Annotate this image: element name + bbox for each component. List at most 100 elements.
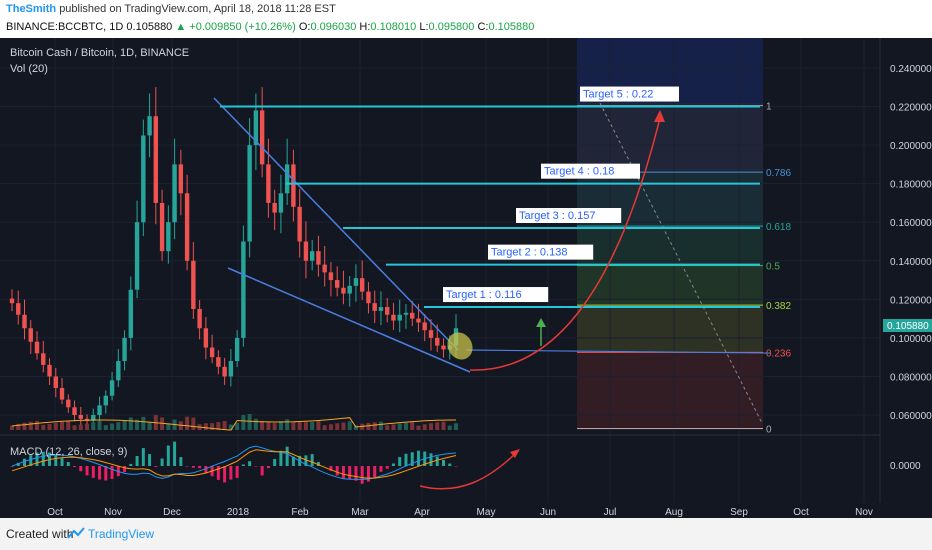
target-label-bg bbox=[488, 244, 594, 260]
macd-bar bbox=[29, 455, 33, 466]
macd-bar bbox=[341, 466, 345, 479]
candle-body bbox=[391, 314, 396, 321]
volume-bar bbox=[447, 425, 452, 430]
y-tick-label: 0.120000 bbox=[890, 295, 932, 306]
candle-body bbox=[291, 164, 296, 207]
macd-bar bbox=[79, 466, 83, 472]
macd-bar bbox=[154, 466, 158, 467]
breakout-line[interactable] bbox=[465, 349, 771, 354]
macd-bar bbox=[123, 466, 127, 473]
volume-bar bbox=[454, 423, 458, 430]
candle-body bbox=[341, 287, 346, 294]
macd-bar bbox=[316, 461, 320, 466]
volume-bar bbox=[241, 415, 246, 430]
fib-label: 0.382 bbox=[766, 301, 791, 312]
target-label: Target 3 : 0.157 bbox=[519, 210, 595, 222]
price-chart[interactable]: 1 0.786 0.618 0.5 0.382 0.236 0 Target 1 : 0.1… bbox=[0, 38, 932, 518]
chart-header: TheSmith published on TradingView.com, A… bbox=[0, 0, 932, 38]
last-price: 0.105880 bbox=[126, 21, 173, 33]
y-tick-label: 0.220000 bbox=[890, 103, 932, 114]
candle-body bbox=[184, 193, 190, 261]
volume-bar bbox=[228, 424, 233, 430]
volume-bar bbox=[210, 423, 215, 430]
upper-trendline[interactable] bbox=[213, 97, 459, 351]
close-value: 0.105880 bbox=[488, 21, 535, 33]
x-tick-label: Jun bbox=[540, 507, 556, 518]
macd-zero-label: 0.0000 bbox=[890, 461, 921, 472]
macd-label: MACD (12, 26, close, 9) bbox=[10, 446, 127, 458]
chart-background bbox=[0, 38, 932, 518]
footer: Created with TradingView bbox=[0, 518, 932, 550]
fib-label: 0.5 bbox=[766, 262, 780, 273]
macd-bar bbox=[241, 464, 245, 466]
candle-body bbox=[109, 380, 115, 396]
macd-bar bbox=[173, 441, 177, 466]
macd-bar bbox=[229, 466, 233, 480]
candle-body bbox=[234, 337, 240, 362]
created-with-text: Created with bbox=[6, 527, 74, 541]
x-tick-label: May bbox=[477, 507, 496, 518]
volume-bar bbox=[303, 422, 308, 430]
fib-zone-5 bbox=[577, 304, 763, 352]
low-value: 0.095800 bbox=[428, 21, 475, 33]
y-tick-label: 0.140000 bbox=[890, 257, 932, 268]
candle-body bbox=[53, 376, 58, 389]
publish-line: TheSmith published on TradingView.com, A… bbox=[6, 3, 336, 15]
volume-bar bbox=[97, 421, 102, 430]
macd-bar bbox=[273, 459, 277, 466]
fib-label: 1 bbox=[766, 102, 772, 113]
volume-bar bbox=[260, 420, 265, 430]
close-label: C: bbox=[477, 21, 489, 33]
volume-bar bbox=[372, 422, 377, 430]
volume-bar bbox=[397, 423, 402, 430]
candle-body bbox=[116, 361, 121, 381]
macd-bar bbox=[223, 466, 227, 483]
x-tick-label: Nov bbox=[855, 507, 873, 518]
chart-area[interactable]: 1 0.786 0.618 0.5 0.382 0.236 0 Target 1 : 0.1… bbox=[0, 38, 932, 518]
author-name[interactable]: TheSmith bbox=[6, 3, 57, 15]
volume-bar bbox=[203, 423, 208, 430]
candle-body bbox=[266, 164, 271, 203]
volume-bar bbox=[410, 421, 415, 430]
macd-bar bbox=[216, 466, 220, 480]
macd-bar bbox=[16, 462, 20, 466]
macd-bar bbox=[335, 466, 339, 476]
candle-body bbox=[209, 347, 215, 358]
macd-bar bbox=[60, 458, 64, 466]
x-tick-label: Oct bbox=[47, 507, 63, 518]
candle-body bbox=[228, 361, 234, 377]
candle-body bbox=[309, 251, 315, 261]
volume-bar bbox=[322, 425, 327, 430]
candle-body bbox=[385, 307, 390, 315]
candle-body bbox=[203, 328, 209, 348]
candle-body bbox=[141, 135, 146, 223]
open-value: 0.096030 bbox=[310, 21, 357, 33]
volume-bar bbox=[272, 423, 277, 430]
candle-body bbox=[272, 202, 277, 213]
fib-zone-1 bbox=[577, 103, 763, 171]
candle-body bbox=[47, 364, 52, 377]
macd-bar bbox=[141, 448, 145, 466]
y-tick-label: 0.060000 bbox=[890, 411, 932, 422]
candle-body bbox=[284, 164, 290, 194]
candle-body bbox=[241, 241, 246, 338]
macd-bar bbox=[285, 446, 289, 466]
macd-bar bbox=[441, 459, 445, 466]
candle-body bbox=[159, 202, 165, 252]
macd-bar bbox=[373, 466, 377, 478]
target-label: Target 2 : 0.138 bbox=[491, 247, 567, 259]
tradingview-link[interactable]: TradingView bbox=[88, 527, 155, 541]
x-tick-label: Feb bbox=[291, 507, 309, 518]
macd-bar bbox=[235, 466, 239, 478]
green-up-arrow-head bbox=[536, 318, 546, 327]
fib-label: 0.618 bbox=[766, 222, 791, 233]
y-tick-label: 0.180000 bbox=[890, 180, 932, 191]
candle-body bbox=[128, 289, 134, 338]
candle-body bbox=[122, 337, 127, 362]
volume-bar bbox=[60, 421, 65, 430]
lower-trendline[interactable] bbox=[227, 267, 471, 373]
candle-body bbox=[428, 330, 434, 338]
y-tick-label: 0.240000 bbox=[890, 64, 932, 75]
macd-bar bbox=[135, 456, 139, 466]
macd-arrow-head bbox=[510, 449, 520, 458]
